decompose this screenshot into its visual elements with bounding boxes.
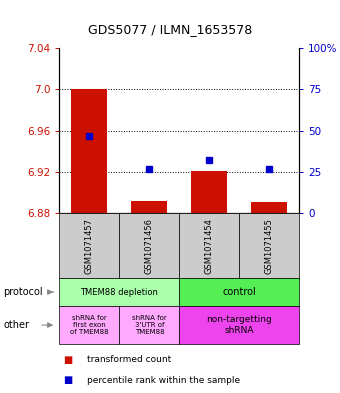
Text: non-targetting
shRNA: non-targetting shRNA [206,315,272,335]
Bar [71,89,107,213]
Text: ■: ■ [63,375,72,385]
Text: GSM1071455: GSM1071455 [265,218,274,274]
Bar [131,201,167,213]
Text: shRNA for
3'UTR of
TMEM88: shRNA for 3'UTR of TMEM88 [132,315,167,335]
Text: protocol: protocol [3,287,43,297]
Text: control: control [222,287,256,297]
Text: percentile rank within the sample: percentile rank within the sample [87,376,240,385]
Bar [251,202,287,213]
Text: transformed count: transformed count [87,355,171,364]
Text: GSM1071457: GSM1071457 [85,218,94,274]
Text: ■: ■ [63,355,72,365]
Text: shRNA for
first exon
of TMEM88: shRNA for first exon of TMEM88 [70,315,109,335]
Text: TMEM88 depletion: TMEM88 depletion [81,288,158,297]
Text: GSM1071454: GSM1071454 [205,218,214,274]
Bar [191,171,227,213]
Text: GDS5077 / ILMN_1653578: GDS5077 / ILMN_1653578 [88,23,252,36]
Text: GSM1071456: GSM1071456 [145,218,154,274]
Text: other: other [3,320,29,330]
